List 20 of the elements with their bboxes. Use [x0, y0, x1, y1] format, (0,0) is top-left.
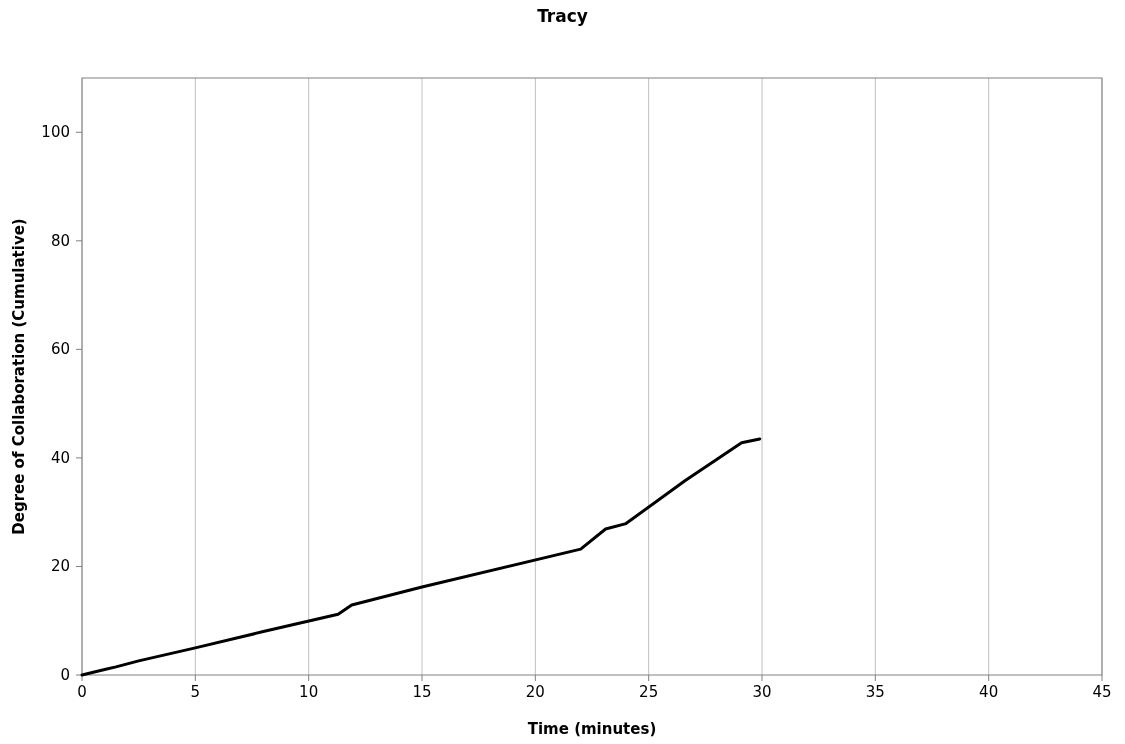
y-tick-label: 0: [60, 666, 70, 684]
x-tick-label: 10: [299, 683, 319, 701]
x-tick-label: 5: [190, 683, 201, 701]
x-tick-label: 0: [77, 683, 87, 701]
x-tick-label: 30: [752, 683, 772, 701]
x-axis-title: Time (minutes): [527, 720, 657, 738]
x-tick-label: 20: [525, 683, 545, 701]
y-tick-label: 100: [41, 123, 70, 142]
y-tick-label: 40: [50, 448, 70, 467]
x-tick-label: 45: [1092, 683, 1112, 701]
x-tick-label: 35: [865, 683, 885, 701]
x-tick-label: 15: [412, 683, 432, 701]
x-tick-label: 25: [639, 683, 659, 701]
y-tick-label: 80: [50, 231, 70, 250]
y-tick-label: 20: [50, 557, 70, 576]
x-tick-label: 40: [979, 683, 999, 701]
y-axis-title: Degree of Collaboration (Cumulative): [10, 218, 28, 535]
chart-title: Tracy: [537, 6, 588, 26]
line-series: [80, 437, 762, 677]
y-tick-label: 60: [50, 340, 70, 359]
